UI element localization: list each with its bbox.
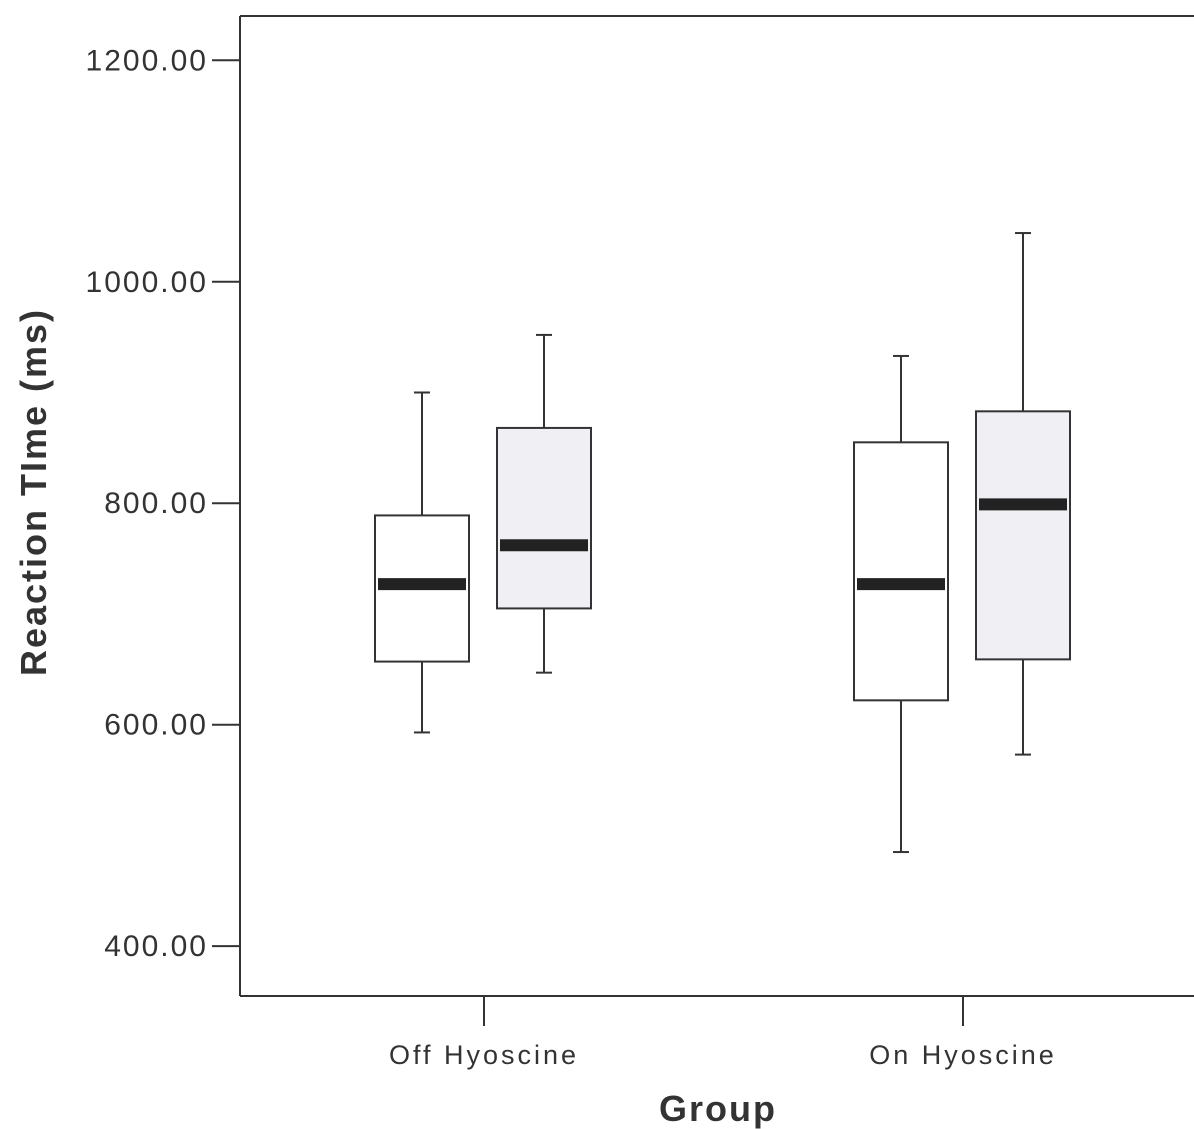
y-tick-label: 800.00: [104, 487, 208, 520]
x-axis: Off Hyoscine On Hyoscine: [389, 996, 1057, 1070]
x-category-label: Off Hyoscine: [389, 1040, 579, 1070]
box-plot-item: [853, 354, 949, 854]
plot-frame: [239, 15, 1194, 997]
x-category-label: On Hyoscine: [869, 1040, 1057, 1070]
y-tick-label: 1000.00: [86, 266, 208, 299]
y-axis-title: Reaction TIme (ms): [13, 308, 54, 676]
box-plot-item: [496, 333, 592, 674]
interquartile-box: [496, 426, 592, 610]
box-plot-item: [975, 232, 1071, 756]
interquartile-box: [853, 441, 949, 702]
y-tick-label: 1200.00: [86, 44, 208, 77]
box-group: [374, 232, 1071, 854]
y-tick-label: 600.00: [104, 709, 208, 742]
box-plot-item: [374, 391, 470, 734]
y-tick-label: 400.00: [104, 930, 208, 963]
interquartile-box: [975, 410, 1071, 661]
x-axis-title: Group: [659, 1088, 777, 1129]
y-axis: 400.00 600.00 800.00 1000.00 1200.00: [86, 44, 240, 963]
